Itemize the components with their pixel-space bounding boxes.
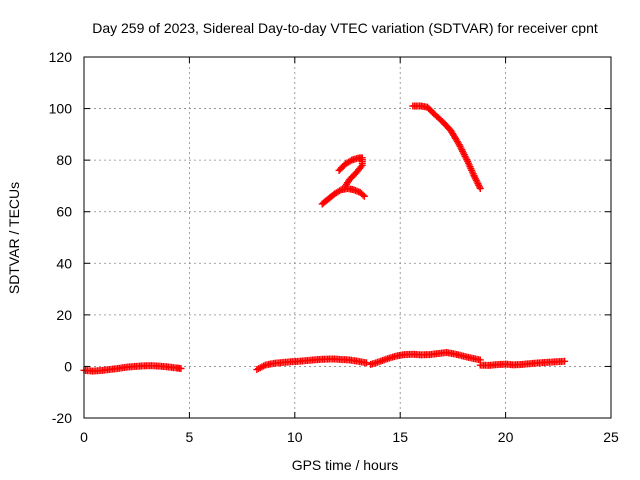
data-point	[472, 176, 480, 184]
x-tick-label: 15	[392, 429, 408, 445]
series-arc-2	[253, 355, 370, 374]
series-arc-6	[335, 154, 366, 190]
series-arc-4	[476, 357, 569, 369]
data-point	[473, 178, 481, 186]
y-axis-label: SDTVAR / TECUs	[6, 182, 22, 294]
series-arc-7	[409, 102, 484, 193]
data-point	[342, 180, 350, 188]
series-arc-3	[367, 349, 484, 368]
data-point	[362, 359, 370, 367]
x-tick-label: 5	[186, 429, 194, 445]
plot-frame	[83, 56, 612, 419]
y-tick-label: 20	[56, 307, 72, 323]
data-point	[476, 183, 484, 191]
data-point	[341, 182, 349, 190]
x-tick-label: 10	[287, 429, 303, 445]
data-point	[336, 187, 344, 195]
data-point	[177, 364, 185, 372]
x-tick-label: 0	[80, 429, 88, 445]
y-tick-label: 80	[56, 152, 72, 168]
data-point	[346, 157, 354, 165]
data-point	[359, 191, 367, 199]
y-tick-label: -20	[52, 410, 72, 426]
chart-title: Day 259 of 2023, Sidereal Day-to-day VTE…	[92, 20, 598, 36]
series-arc-5	[318, 185, 368, 208]
data-point	[471, 173, 479, 181]
data-point	[475, 181, 483, 189]
data-point	[474, 180, 482, 188]
x-axis-label: GPS time / hours	[292, 457, 399, 473]
axis-ticks: 0 5 10 15 20 25 -20 0 20 40 60 80 100 120	[49, 49, 619, 445]
data-point	[360, 192, 368, 200]
x-tick-label: 25	[603, 429, 619, 445]
y-tick-label: 100	[49, 101, 73, 117]
y-tick-label: 40	[56, 255, 72, 271]
x-tick-label: 20	[498, 429, 514, 445]
y-tick-label: 60	[56, 204, 72, 220]
y-tick-label: 0	[64, 358, 72, 374]
data-points	[80, 102, 569, 375]
data-point	[470, 172, 478, 180]
data-point	[561, 357, 569, 365]
data-point	[476, 185, 484, 193]
series-arc-1	[80, 362, 185, 375]
y-tick-label: 120	[49, 49, 73, 65]
grid-lines	[84, 57, 611, 418]
data-point	[472, 175, 480, 183]
